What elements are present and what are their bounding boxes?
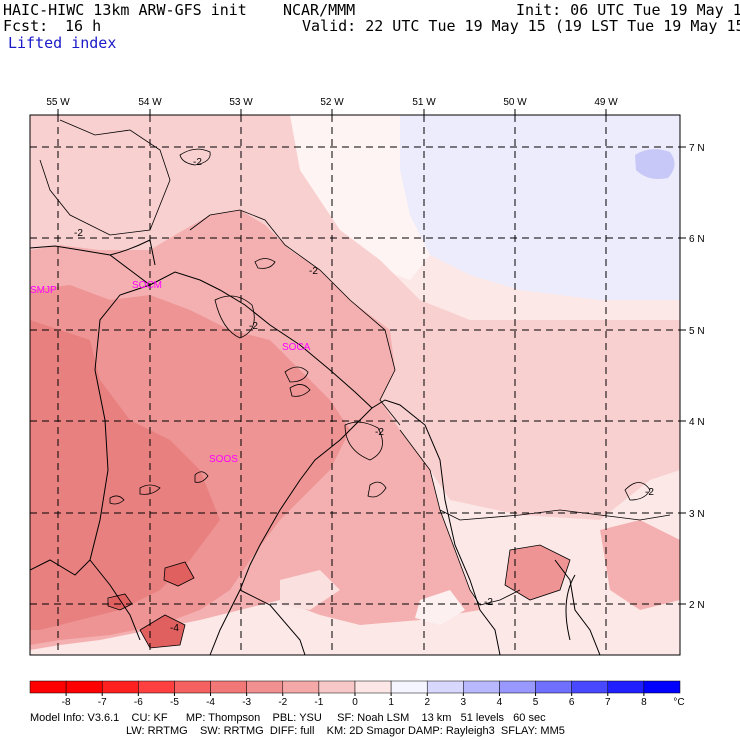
colorbar-tick-label: -4 (206, 697, 215, 708)
header-fcst-value: 16 h (65, 17, 102, 35)
colorbar-swatch (499, 680, 536, 694)
colorbar-swatch (65, 680, 103, 694)
lat-label-3n: 3 N (689, 509, 705, 520)
frame-ticks (57, 109, 686, 605)
station-soos: SOOS (209, 454, 238, 465)
colorbar-unit: °C (673, 697, 684, 708)
lon-label-55w: 55 W (46, 97, 70, 108)
contour-label: -4 (170, 623, 179, 634)
colorbar-swatch (463, 680, 500, 694)
contour-label: -2 (484, 597, 493, 608)
lat-label-4n: 4 N (689, 417, 705, 428)
model-info-line1: Model Info: V3.6.1 CU: KF MP: Thompson P… (30, 712, 546, 724)
colorbar-tick-label: 5 (533, 697, 539, 708)
colorbar-tick-label: -1 (314, 697, 323, 708)
colorbar-tick-label: 1 (388, 697, 394, 708)
station-socm: SOCM (132, 280, 162, 291)
colorbar-swatch (29, 680, 67, 694)
colorbar-tick-label: 0 (352, 697, 358, 708)
colorbar-swatch (101, 680, 139, 694)
colorbar-swatch (174, 680, 211, 694)
station-smjp: SMJP (30, 285, 57, 296)
station-labels: SMJP SOCM SOCA SOOS (30, 280, 311, 465)
colorbar-swatch (246, 680, 284, 694)
lon-label-50w: 50 W (503, 97, 527, 108)
contour-label: -2 (193, 157, 202, 168)
colorbar-swatch (607, 680, 645, 694)
colorbar-tick-label: 6 (569, 697, 575, 708)
colorbar-swatch (210, 680, 247, 694)
contour-label: -2 (249, 321, 258, 332)
grid-lines (30, 115, 680, 655)
colorbar-tick-label: -2 (278, 697, 287, 708)
colorbar-swatch (390, 680, 428, 694)
contour-label: -2 (645, 487, 654, 498)
colorbar-tick-label: 2 (424, 697, 430, 708)
colorbar-tick-label: 7 (605, 697, 611, 708)
colorbar-tick-label: -5 (170, 697, 179, 708)
colorbar-swatch (354, 680, 392, 694)
map-frame (29, 114, 681, 656)
lat-label-6n: 6 N (689, 234, 705, 245)
lat-label-5n: 5 N (689, 326, 705, 337)
colorbar-tick-label: 8 (641, 697, 647, 708)
header-fcst-label: Fcst: (3, 17, 49, 35)
colorbar-swatch (282, 680, 320, 694)
contour-label: -2 (309, 266, 318, 277)
colorbar-swatch (426, 680, 464, 694)
lon-label-49w: 49 W (594, 97, 618, 108)
colorbar-swatch (643, 680, 681, 694)
contours (39, 119, 671, 649)
lon-label-51w: 51 W (412, 97, 436, 108)
lat-label-7n: 7 N (689, 143, 705, 154)
header-valid: Valid: 22 UTC Tue 19 May 15 (19 LST Tue … (302, 17, 740, 35)
latitude-labels: 7 N 6 N 5 N 4 N 3 N 2 N (689, 143, 705, 611)
colorbar-tick-label: -7 (98, 697, 107, 708)
colorbar-tick-label: -3 (242, 697, 251, 708)
lon-label-54w: 54 W (138, 97, 162, 108)
lon-label-53w: 53 W (229, 97, 253, 108)
lat-label-2n: 2 N (689, 600, 705, 611)
colorbar-swatch (318, 680, 356, 694)
colorbar: -8 -7 -6 -5 -4 -3 -2 -1 0 1 2 3 4 5 6 7 8 °C (29, 680, 685, 708)
colorbar-tick-label: -8 (62, 697, 71, 708)
colorbar-swatch (535, 680, 572, 694)
colorbar-tick-label: -6 (134, 697, 143, 708)
colorbar-tick-label: 4 (497, 697, 503, 708)
colorbar-swatch (571, 680, 609, 694)
lon-label-52w: 52 W (320, 97, 344, 108)
shaded-field (30, 115, 680, 655)
colorbar-tick-label: 3 (461, 697, 467, 708)
colorbar-swatch (138, 680, 175, 694)
header-title: HAIC-HIWC 13km ARW-GFS init NCAR/MMM (3, 1, 356, 19)
longitude-labels: 55 W 54 W 53 W 52 W 51 W 50 W 49 W (46, 97, 618, 108)
coastline-borders (30, 239, 601, 655)
header-init: Init: 06 UTC Tue 19 May 15 (516, 1, 740, 19)
station-soca: SOCA (282, 342, 311, 353)
contour-label: -2 (375, 427, 384, 438)
contour-label: -2 (74, 228, 83, 239)
field-name: Lifted index (8, 34, 117, 52)
model-info-line2: LW: RRTMG SW: RRTMG DIFF: full KM: 2D Sm… (126, 725, 565, 737)
contour-value-labels: -2 -2 -2 -2 -2 -2 -2 -4 (74, 157, 654, 634)
